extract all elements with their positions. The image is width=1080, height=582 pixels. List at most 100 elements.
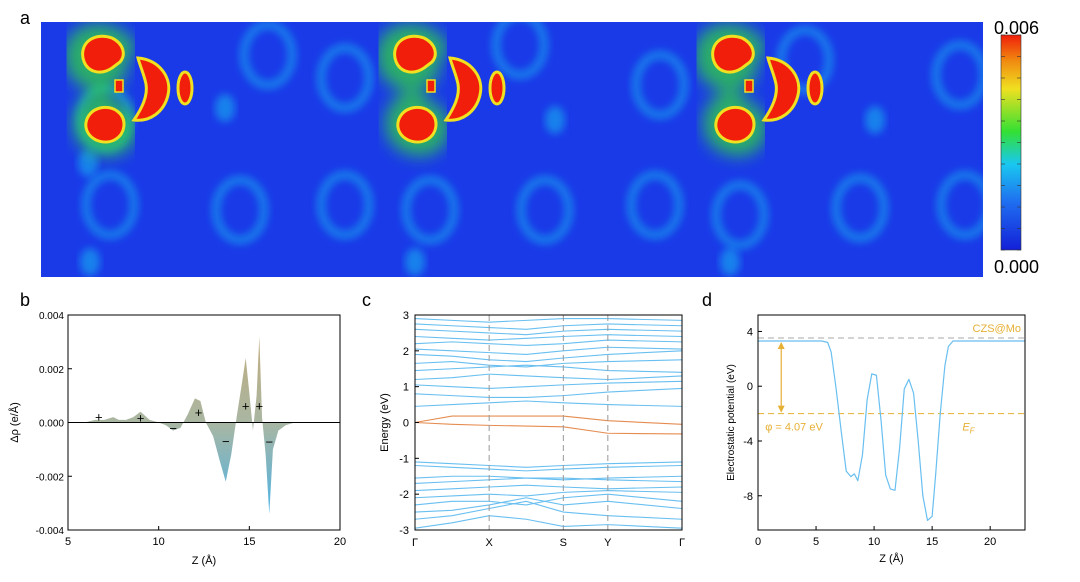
k-point-label: X [485,537,493,549]
band-line [415,380,682,390]
y-tick-label: 2 [403,346,409,358]
y-tick-label: 0.004 [39,311,64,322]
lower-lobe [714,105,756,144]
density-blob [78,149,98,177]
x-axis-label: Z (Å) [879,552,903,565]
x-tick-label: 15 [926,536,938,548]
y-tick-label: -4 [743,436,753,448]
density-ring [239,22,297,90]
bands-group [415,318,682,529]
x-tick-label: 20 [334,536,346,548]
potential-line [758,340,1025,522]
band-line [415,339,682,347]
y-tick-label: 0 [747,381,753,393]
density-ring [491,22,549,80]
y-tick-label: -8 [743,491,753,503]
sign-annotation: + [242,399,250,414]
y-tick-label: -1 [399,453,409,465]
colorbar-min-label: 0.000 [994,257,1039,277]
density-ring [936,170,983,240]
k-point-label: Y [604,537,612,549]
y-tick-label: 3 [403,310,409,322]
density-ring [516,175,574,245]
density-ring [401,175,459,245]
upper-lobe [393,34,437,74]
center-dot [114,79,124,93]
band-line [415,334,682,341]
lower-lobe [84,105,126,144]
charge-difference-area [84,336,295,514]
band-line [415,318,682,323]
plot-frame [757,314,1026,531]
y-tick-label: 0 [403,418,409,430]
crescent-lobe [443,56,483,122]
y-tick-label: -3 [399,525,409,537]
x-tick-label: 10 [153,536,165,548]
crescent-lobe [131,56,171,122]
band-line [415,346,682,355]
density-ring [626,170,684,240]
density-blob [405,248,425,276]
y-tick-label: 4 [747,326,753,338]
panel-label-d: d [702,290,713,310]
x-tick-label: 20 [984,536,996,548]
band-line [415,350,682,363]
k-point-label: Γ [412,537,418,549]
crescent-lobe [761,56,801,122]
x-axis-label: Z (Å) [192,554,216,567]
density-ring [931,40,983,110]
small-oval-lobe [806,70,824,106]
y-axis-label: Electrostatic potential (eV) [726,364,737,481]
high-density-lobe-group [64,23,194,156]
band-line [415,490,682,499]
colorbar-max-label: 0.006 [994,18,1039,38]
density-blob [545,106,565,134]
band-line [415,497,682,513]
y-tick-label: 1 [403,382,409,394]
band-line [415,461,682,468]
k-point-label: Γ [679,537,685,549]
fermi-level-label: EF [962,422,975,436]
frontier-band-line [415,415,682,425]
band-line [415,359,682,368]
upper-lobe [81,34,125,74]
sign-annotation: − [222,434,230,449]
sign-annotation: + [256,399,264,414]
x-tick-label: 5 [65,536,71,548]
small-oval-lobe [488,70,506,106]
band-line [415,373,682,381]
density-ring [81,170,139,240]
band-line [415,387,682,398]
density-blob [865,106,885,134]
y-tick-label: -2 [399,489,409,501]
upper-lobe [711,34,755,74]
y-axis-label: Δρ (e/Å) [8,402,21,443]
small-oval-lobe [176,70,194,106]
y-tick-label: 0.000 [39,419,64,430]
band-line [415,515,682,529]
fermi-level-subscript: F [970,427,976,436]
y-axis-label: Energy (eV) [379,393,391,452]
k-point-label: S [560,537,567,549]
panel-label-c: c [362,290,371,310]
band-line [415,400,682,407]
x-tick-label: 15 [243,536,255,548]
y-tick-label: -0.004 [36,526,65,537]
band-line [415,493,682,506]
density-ring [316,170,374,240]
sign-annotation: − [169,421,177,436]
density-blob [720,248,740,276]
heatmap-background [41,22,983,277]
electrostatic-potential-chart: 0 5 10 15 20 4 0 -4 -8 Z (Å) Electrostatic potenti… [726,314,1026,565]
sign-annotation: − [265,434,273,449]
band-line [415,328,682,336]
y-tick-label: -0.002 [36,472,65,483]
density-blob [80,248,100,276]
band-line [415,323,682,330]
density-ring [631,50,689,120]
band-line [415,484,682,492]
y-tick-label: 0.002 [39,365,64,376]
density-ring [831,173,889,243]
charge-difference-chart: 5 10 15 20 0.004 0.002 0.000 -0.002 -0.004 Z (Å) Δ… [8,311,346,567]
